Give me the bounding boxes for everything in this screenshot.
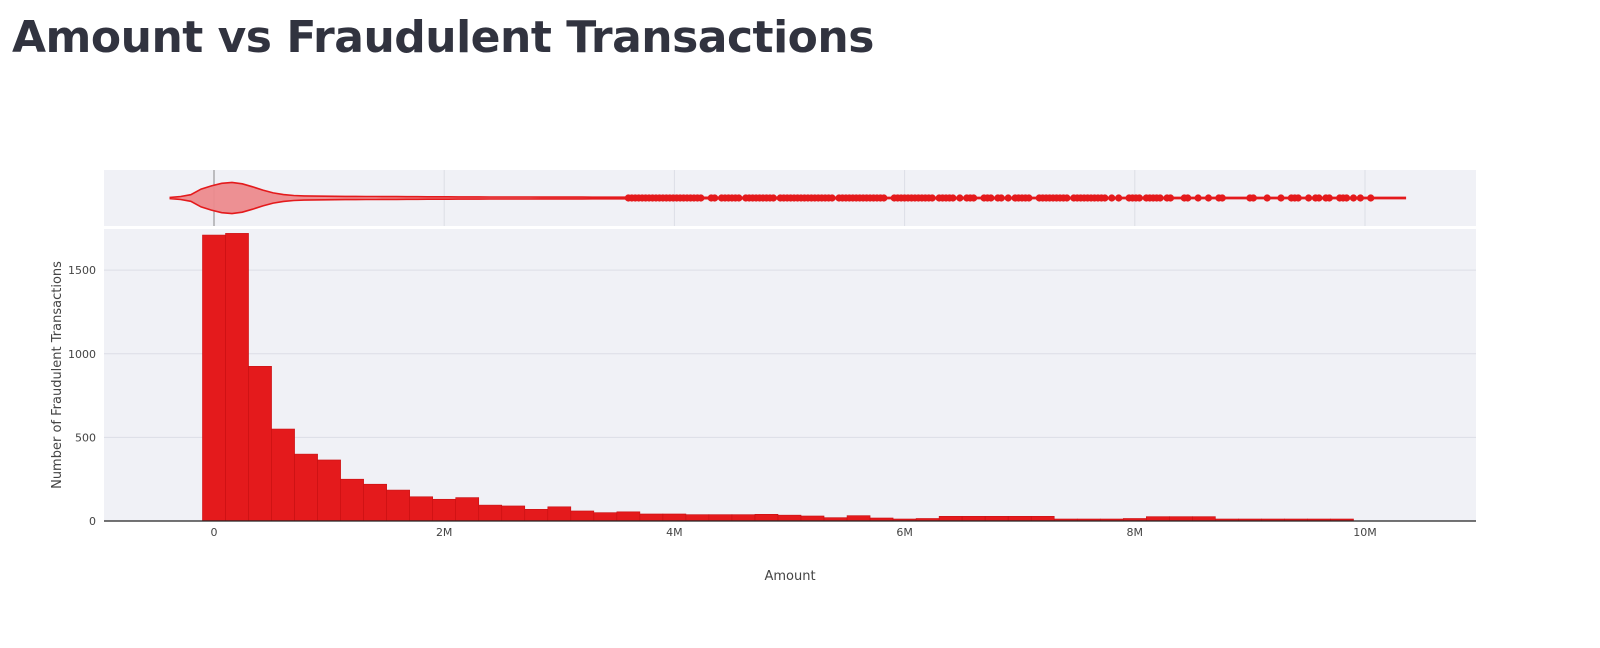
histogram-bar xyxy=(984,516,1009,522)
violin-outlier-point xyxy=(1025,194,1033,202)
violin-outlier-point xyxy=(997,194,1005,202)
x-tick-label: 2M xyxy=(436,526,453,539)
y-tick-labels: 0 500 1000 1500 xyxy=(68,264,96,528)
x-tick-label: 6M xyxy=(896,526,913,539)
violin-outlier-point xyxy=(735,194,743,202)
x-tick-label: 0 xyxy=(211,526,218,539)
histogram-bar xyxy=(800,515,825,522)
histogram-bar xyxy=(225,233,249,522)
y-tick-label: 500 xyxy=(75,431,96,444)
x-tick-label: 10M xyxy=(1353,526,1377,539)
histogram-bar xyxy=(363,483,387,522)
violin-outlier-point xyxy=(956,194,964,202)
violin-outlier-point xyxy=(697,194,705,202)
violin-outlier-point xyxy=(1356,194,1364,202)
violin-outlier-point xyxy=(1004,194,1012,202)
violin-outlier-point xyxy=(1218,194,1226,202)
histogram-bars xyxy=(202,233,1354,522)
violin-outlier-point xyxy=(1184,194,1192,202)
histogram-bar xyxy=(1030,516,1055,522)
violin-outlier-point xyxy=(1204,194,1213,202)
violin-outlier-point xyxy=(1108,194,1116,202)
histogram-bar xyxy=(1146,516,1170,522)
histogram-bar xyxy=(271,428,295,522)
violin-outlier-point xyxy=(1156,194,1164,202)
violin-outlier-point xyxy=(928,194,936,202)
violin-outlier-point xyxy=(1166,194,1175,202)
histogram-bar xyxy=(524,508,549,522)
histogram-bar xyxy=(340,478,364,522)
violin-outlier-point xyxy=(1305,194,1313,202)
violin-outlier-point xyxy=(1277,194,1285,202)
violin-outlier-point xyxy=(1101,194,1109,202)
x-tick-label: 8M xyxy=(1127,526,1144,539)
histogram-bar xyxy=(570,510,595,522)
y-tick-label: 0 xyxy=(89,515,96,528)
histogram-bar xyxy=(547,506,572,522)
histogram-bar xyxy=(202,234,226,522)
violin-outlier-point xyxy=(1325,194,1333,202)
histogram-bar xyxy=(501,505,526,522)
histogram-bar xyxy=(478,504,503,522)
histogram-bar xyxy=(593,512,618,522)
histogram-bar xyxy=(754,514,779,522)
histogram-bar xyxy=(708,514,733,522)
histogram-bar xyxy=(386,489,410,522)
violin-outlier-point xyxy=(1115,194,1123,202)
histogram-bar xyxy=(731,514,756,522)
marginal-violin xyxy=(169,181,1407,215)
histogram-bar xyxy=(294,453,318,522)
violin-outlier-point xyxy=(1315,194,1323,202)
y-tick-label: 1000 xyxy=(68,348,96,361)
histogram-bar xyxy=(685,514,710,522)
violin-outlier-point xyxy=(1263,194,1271,202)
histogram-bar xyxy=(662,513,687,522)
page-title: Amount vs Fraudulent Transactions xyxy=(12,12,874,63)
x-axis-title: Amount xyxy=(764,569,815,584)
y-tick-label: 1500 xyxy=(68,264,96,277)
histogram-bar xyxy=(248,366,272,522)
violin-outlier-point xyxy=(987,194,995,202)
histogram-bar xyxy=(1192,516,1216,522)
violin-outlier-point xyxy=(711,194,719,202)
violin-outlier-point xyxy=(1294,194,1302,202)
violin-outlier-point xyxy=(880,194,888,202)
x-tick-label: 4M xyxy=(666,526,683,539)
histogram-bar xyxy=(639,513,664,522)
violin-outlier-point xyxy=(1135,194,1144,202)
histogram-bar xyxy=(616,511,641,522)
histogram-bar xyxy=(777,514,802,522)
histogram-bar xyxy=(409,496,433,522)
histogram-bar xyxy=(317,459,341,522)
violin-outlier-point xyxy=(1063,194,1071,202)
x-tick-labels: 0 2M 4M 6M 8M 10M xyxy=(211,526,1377,539)
violin-outlier-point xyxy=(769,194,777,202)
violin-outlier-point xyxy=(1342,194,1351,202)
violin-outlier-point xyxy=(1194,194,1202,202)
violin-outlier-point xyxy=(949,194,957,202)
histogram-bar xyxy=(1169,516,1193,522)
violin-outlier-point xyxy=(1249,194,1257,202)
histogram-bar xyxy=(1007,516,1032,522)
histogram-bar xyxy=(455,497,480,522)
histogram-bar xyxy=(938,516,963,522)
violin-outlier-point xyxy=(970,194,978,202)
violin-outlier-point xyxy=(1349,194,1358,202)
y-axis-title: Number of Fraudulent Transactions xyxy=(50,261,65,489)
violin-outlier-point xyxy=(1367,194,1375,202)
violin-outlier-point xyxy=(828,194,836,202)
histogram-bar xyxy=(961,516,986,522)
histogram-bar xyxy=(432,498,457,522)
histogram-bar xyxy=(846,515,871,522)
